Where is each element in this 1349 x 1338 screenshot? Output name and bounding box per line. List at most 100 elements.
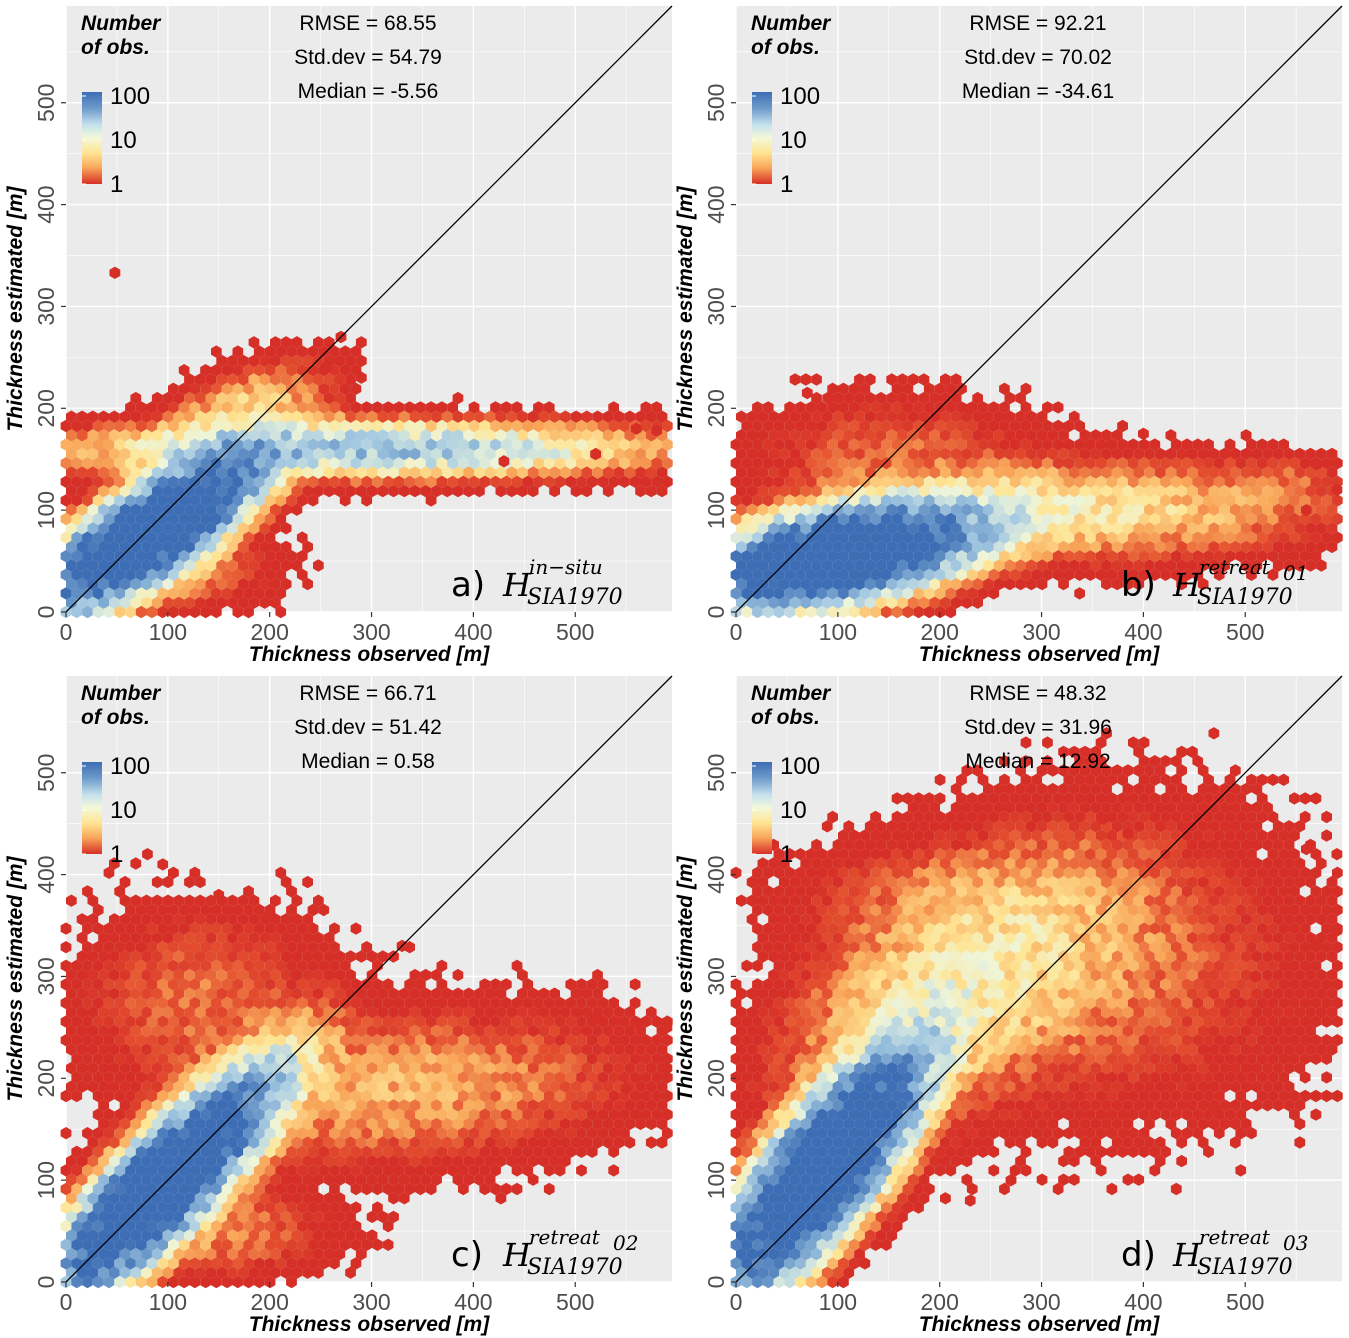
hexbin-cell — [1170, 568, 1182, 581]
hexbin-cell — [854, 410, 865, 423]
hexbin-cell — [907, 596, 919, 609]
hexbin-cell — [66, 1006, 77, 1019]
y-tick-label: 300 — [33, 957, 59, 995]
hexbin-cell — [918, 1099, 930, 1112]
hexbin-cell — [859, 1145, 871, 1158]
hexbin-cell — [211, 1015, 222, 1028]
hexbin-cell — [103, 1164, 115, 1177]
hexbin-cell — [366, 1024, 378, 1038]
hexbin-cell — [816, 605, 828, 619]
hexbin-cell — [339, 1127, 351, 1140]
hexbin-cell — [162, 1061, 174, 1075]
hexbin-cell — [484, 1117, 496, 1131]
hexbin-cell — [821, 540, 833, 554]
hexbin-cell — [151, 559, 163, 572]
hexbin-cell — [1004, 410, 1016, 423]
hexbin-cell — [1052, 1108, 1064, 1121]
hexbin-cell — [350, 401, 362, 414]
hexbin-cell — [522, 1127, 534, 1140]
hexbin-cell — [350, 1052, 362, 1065]
hexbin-cell — [773, 457, 785, 470]
hexbin-cell — [211, 345, 222, 358]
hexbin-cell — [318, 1108, 330, 1121]
hexbin-cell — [114, 1034, 126, 1047]
hexbin-cell — [752, 1257, 763, 1270]
hexbin-cell — [821, 429, 833, 442]
hexbin-cell — [966, 457, 978, 470]
hexbin-cell — [313, 484, 324, 498]
hexbin-cell — [76, 1229, 88, 1242]
hexbin-cell — [1036, 577, 1048, 591]
hexbin-cell — [168, 1145, 179, 1158]
hexbin-cell — [216, 1006, 228, 1019]
hexbin-cell — [474, 1080, 485, 1093]
y-tick-label: 0 — [33, 1276, 59, 1289]
hexbin-cell — [168, 438, 179, 451]
hexbin-cell — [280, 1117, 292, 1131]
hexbin-cell — [76, 1154, 88, 1168]
hexbin-cell — [253, 1015, 265, 1028]
hexbin-cell — [902, 1071, 914, 1084]
hexbin-cell — [146, 512, 158, 526]
hexbin-cell — [859, 438, 871, 451]
hexbin-cell — [918, 1024, 930, 1038]
hexbin-cell — [945, 512, 957, 526]
hexbin-cell — [1321, 475, 1332, 488]
hexbin-cell — [463, 1173, 475, 1186]
hexbin-cell — [253, 1089, 265, 1103]
hexbin-cell — [891, 475, 903, 488]
hexbin-cell — [415, 419, 426, 433]
hexbin-cell — [805, 1052, 817, 1065]
hexbin-cell — [1106, 1182, 1118, 1196]
hexbin-cell — [757, 447, 769, 461]
hexbin-cell — [821, 1024, 833, 1038]
hexbin-cell — [98, 1043, 109, 1056]
hexbin-cell — [431, 1173, 442, 1186]
hexbin-cell — [66, 1061, 77, 1075]
hexbin-cell — [291, 410, 303, 423]
hexbin-cell — [87, 1229, 99, 1242]
hexbin-cell — [886, 484, 898, 498]
hexbin-cell — [334, 1192, 346, 1205]
hexbin-cell — [784, 401, 796, 414]
hexbin-cell — [452, 1117, 464, 1131]
hexbin-cell — [533, 1071, 544, 1084]
hexbin-cell — [1020, 550, 1032, 563]
hexbin-cell — [339, 1052, 351, 1065]
hexbin-cell — [827, 382, 838, 395]
hexbin-cell — [243, 605, 254, 619]
hexbin-cell — [479, 1127, 491, 1140]
hexbin-cell — [146, 419, 158, 433]
hexbin-cell — [205, 410, 217, 423]
hexbin-cell — [1015, 466, 1026, 479]
hexbin-cell — [259, 968, 270, 982]
hexbin-cell — [114, 531, 126, 544]
hexbin-cell — [200, 512, 211, 526]
hexbin-cell — [184, 1061, 195, 1075]
hexbin-cell — [253, 1145, 265, 1158]
hexbin-cell — [1305, 1043, 1316, 1056]
hexbin-cell — [302, 391, 313, 405]
hexbin-cell — [956, 1034, 967, 1047]
hexbin-cell — [216, 1136, 228, 1149]
hexbin-cell — [527, 1043, 539, 1056]
hexbin-cell — [205, 484, 217, 498]
hexbin-cell — [773, 587, 785, 600]
hexbin-cell — [1192, 1108, 1204, 1121]
hexbin-cell — [194, 484, 206, 498]
hexbin-cell — [484, 1061, 496, 1075]
hexbin-cell — [848, 1108, 860, 1121]
hexbin-cell — [1149, 1071, 1161, 1084]
hexbin-cell — [103, 1127, 115, 1140]
hexbin-cell — [205, 559, 217, 572]
hexbin-cell — [173, 1024, 185, 1038]
hexbin-cell — [60, 531, 72, 544]
hexbin-cell — [109, 1024, 120, 1038]
hexbin-cell — [1192, 475, 1204, 488]
hexbin-cell — [811, 559, 822, 572]
hexbin-cell — [859, 1201, 871, 1214]
hexbin-cell — [194, 373, 206, 386]
hexbin-cell — [1111, 1117, 1123, 1131]
hexbin-cell — [961, 1173, 973, 1186]
hexbin-cell — [323, 1173, 335, 1186]
